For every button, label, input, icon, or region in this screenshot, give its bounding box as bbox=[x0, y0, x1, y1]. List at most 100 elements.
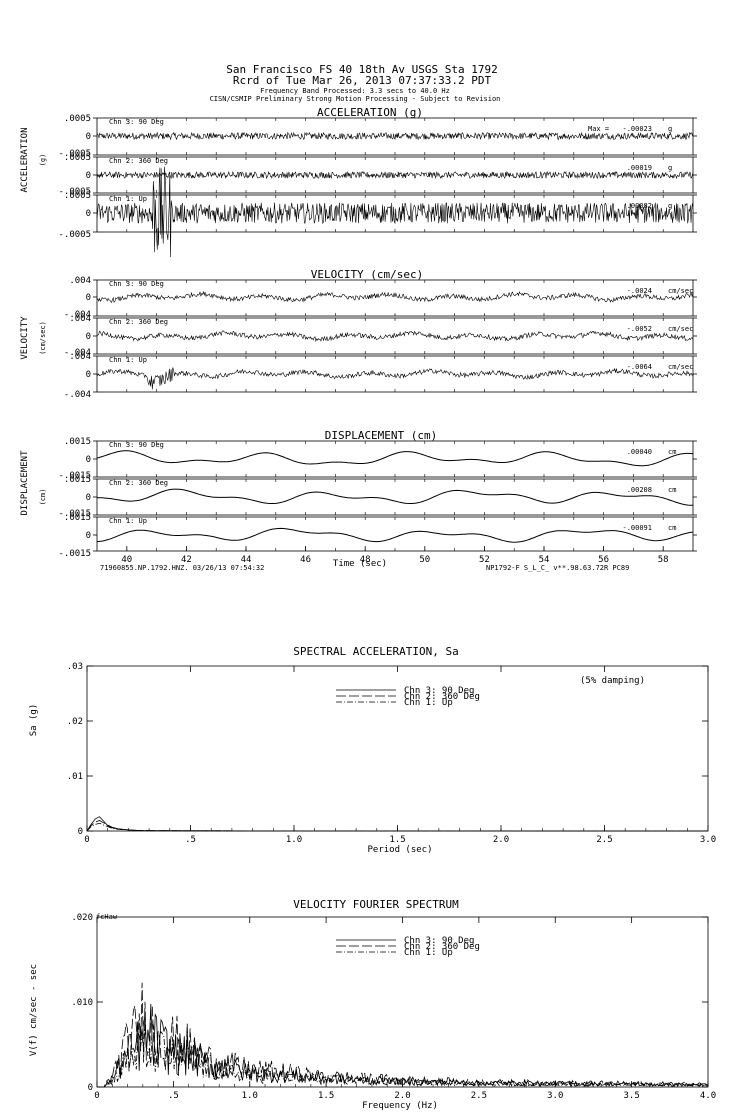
max-value: -.00023 bbox=[622, 125, 652, 133]
fourier-panel: 0 .5 1.0 1.5 2.0 2.5 3.0 3.5 4.0 0 .010 .020 Chn 3: … bbox=[71, 913, 716, 1101]
time-tick-label: 54 bbox=[539, 555, 550, 565]
ytick-label: -.004 bbox=[64, 310, 91, 320]
ytick-label: -.0005 bbox=[58, 230, 91, 240]
channel-label: Chn 3: 90 Deg bbox=[109, 280, 164, 288]
accel-title: ACCELERATION (g) bbox=[317, 106, 423, 119]
strip-frame bbox=[96, 478, 694, 516]
max-value: .00040 bbox=[627, 448, 652, 456]
fourier-ylabel: V(f) cm/sec - sec bbox=[29, 964, 39, 1056]
header-line1: San Francisco FS 40 18th Av USGS Sta 179… bbox=[226, 63, 498, 76]
ytick-label: 0 bbox=[86, 370, 91, 380]
sa-annotation: (5% damping) bbox=[580, 676, 645, 686]
ytick-label: .004 bbox=[69, 276, 91, 286]
time-tick-label: 50 bbox=[419, 555, 430, 565]
xtick-label: 1.5 bbox=[318, 1091, 334, 1101]
accel-ylabel: ACCELERATION bbox=[20, 127, 30, 192]
ytick-label: -.0015 bbox=[58, 509, 91, 519]
ytick-label: 0 bbox=[86, 493, 91, 503]
waveform-trace bbox=[96, 527, 694, 543]
waveform-trace bbox=[96, 131, 694, 141]
ytick-label: .0005 bbox=[64, 114, 91, 124]
xtick-label: .5 bbox=[185, 835, 196, 845]
max-unit: cm bbox=[668, 486, 676, 494]
time-xlabel: Time (sec) bbox=[333, 559, 387, 569]
ytick-label: .0005 bbox=[64, 191, 91, 201]
ytick-label: 0 bbox=[86, 209, 91, 219]
legend-label: Chn 2: 360 Deg bbox=[404, 692, 480, 702]
max-unit: cm/sec bbox=[668, 325, 693, 333]
max-unit: g bbox=[668, 164, 672, 172]
legend-label: Chn 1: Up bbox=[404, 698, 453, 708]
xtick-label: 2.5 bbox=[471, 1091, 487, 1101]
ytick-label: -.004 bbox=[64, 348, 91, 358]
header-line3: Frequency Band Processed: 3.3 secs to 40… bbox=[260, 87, 450, 95]
channel-label: Chn 2: 360 Deg bbox=[109, 318, 168, 326]
ytick-label: -.0015 bbox=[58, 471, 91, 481]
footer-left: 71960855.NP.1792.HNZ. 03/26/13 07:54:32 bbox=[100, 564, 264, 572]
max-unit: cm bbox=[668, 448, 676, 456]
xtick-label: 0 bbox=[94, 1091, 99, 1101]
sa-panel: 0 .5 1.0 1.5 2.0 2.5 3.0 0 .01 .02 .03 Chn 3: 90 De… bbox=[67, 662, 716, 845]
ytick-label: .03 bbox=[67, 662, 83, 672]
ytick-label: 0 bbox=[86, 132, 91, 142]
series-line bbox=[97, 982, 709, 1088]
xtick-label: 0 bbox=[84, 835, 89, 845]
time-tick-label: 46 bbox=[300, 555, 311, 565]
max-unit: g bbox=[668, 202, 672, 210]
channel-label: Chn 1: Up bbox=[109, 517, 147, 525]
max-value: .00208 bbox=[627, 486, 652, 494]
xtick-label: 1.0 bbox=[286, 835, 302, 845]
waveform-trace bbox=[96, 170, 694, 180]
velocity-panel: .004 0 -.004 Chn 3: 90 Deg -.0024 cm/sec .004 0… bbox=[64, 276, 697, 400]
ytick-label: .0015 bbox=[64, 437, 91, 447]
ytick-label: 0 bbox=[86, 293, 91, 303]
sa-xlabel: Period (sec) bbox=[367, 845, 432, 855]
max-unit: cm/sec bbox=[668, 363, 693, 371]
max-unit: g bbox=[668, 125, 672, 133]
ytick-label: .004 bbox=[69, 352, 91, 362]
displacement-title: DISPLACEMENT (cm) bbox=[325, 429, 438, 442]
ytick-label: 0 bbox=[88, 1083, 93, 1093]
waveform-trace bbox=[96, 330, 694, 343]
channel-label: Chn 3: 90 Deg bbox=[109, 118, 164, 126]
xtick-label: 3.0 bbox=[547, 1091, 563, 1101]
ytick-label: -.0005 bbox=[58, 187, 91, 197]
displacement-ylabel: DISPLACEMENT bbox=[20, 450, 30, 516]
header-line4: CISN/CSMIP Preliminary Strong Motion Pro… bbox=[210, 95, 501, 103]
ytick-label: 0 bbox=[86, 455, 91, 465]
xtick-label: 3.0 bbox=[700, 835, 716, 845]
ytick-label: .0005 bbox=[64, 153, 91, 163]
waveform-trace bbox=[96, 367, 694, 390]
max-unit: cm/sec bbox=[668, 287, 693, 295]
channel-label: Chn 1: Up bbox=[109, 356, 147, 364]
xtick-label: .5 bbox=[168, 1091, 179, 1101]
ytick-label: 0 bbox=[86, 531, 91, 541]
displacement-ylabel-unit: (cm) bbox=[39, 489, 47, 506]
time-tick-label: 40 bbox=[121, 555, 132, 565]
waveform-trace bbox=[96, 166, 694, 258]
time-axis-ticks: 40 42 44 46 48 50 52 54 56 58 bbox=[121, 546, 669, 565]
waveform-trace bbox=[97, 488, 693, 506]
velocity-ylabel-unit: (cm/sec) bbox=[39, 321, 47, 355]
strip-frame bbox=[96, 194, 694, 233]
channel-label: Chn 2: 360 Deg bbox=[109, 479, 168, 487]
max-value: -.0024 bbox=[627, 287, 652, 295]
legend-label: Chn 3: 90 Deg bbox=[404, 936, 474, 946]
series-line bbox=[86, 822, 709, 832]
waveform-trace bbox=[96, 290, 694, 303]
velocity-title: VELOCITY (cm/sec) bbox=[311, 268, 424, 281]
time-tick-label: 52 bbox=[479, 555, 490, 565]
strip-frame bbox=[96, 279, 694, 317]
time-tick-label: 42 bbox=[181, 555, 192, 565]
strip-frame bbox=[96, 516, 694, 552]
ytick-label: .020 bbox=[71, 913, 93, 923]
time-tick-label: 48 bbox=[360, 555, 371, 565]
ytick-label: .010 bbox=[71, 998, 93, 1008]
channel-label: Chn 3: 90 Deg bbox=[109, 441, 164, 449]
channel-label: Chn 2: 360 Deg bbox=[109, 157, 168, 165]
fourier-xlabel: Frequency (Hz) bbox=[362, 1101, 438, 1111]
legend-label: Chn 1: Up bbox=[404, 948, 453, 958]
sa-title: SPECTRAL ACCELERATION, Sa bbox=[293, 645, 459, 658]
max-value: -.00091 bbox=[622, 524, 652, 532]
